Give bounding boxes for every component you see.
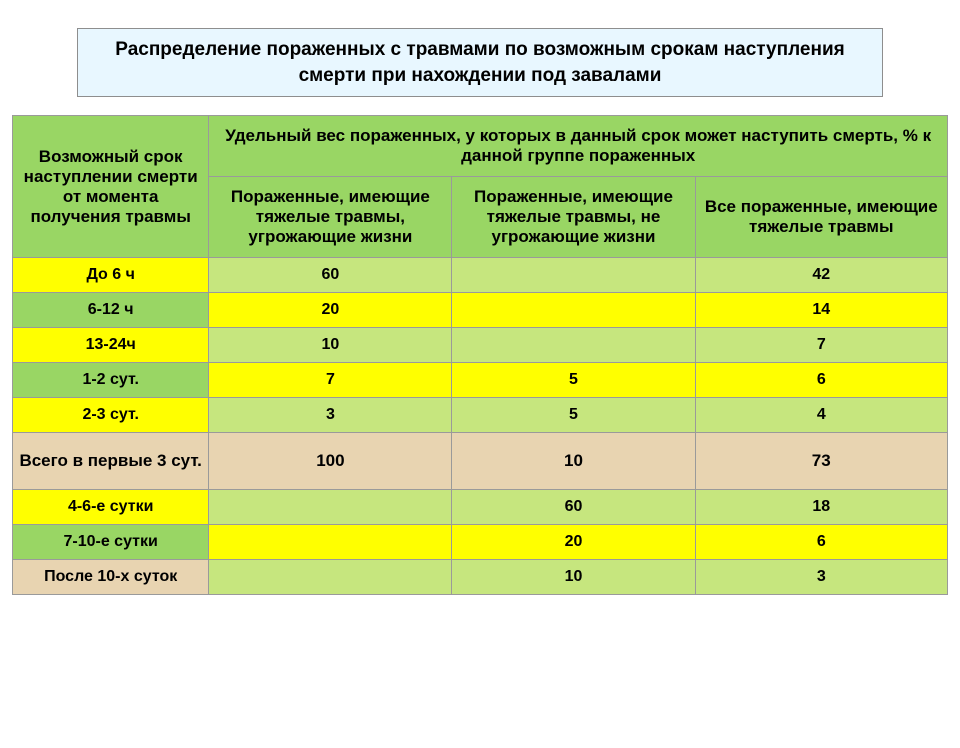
cell-c1: 20 (209, 293, 452, 328)
row-label: 7-10-е сутки (13, 525, 209, 560)
cell-c3: 14 (695, 293, 947, 328)
cell-c2: 5 (452, 363, 695, 398)
cell-c2: 10 (452, 433, 695, 490)
cell-c3: 7 (695, 328, 947, 363)
cell-c1: 7 (209, 363, 452, 398)
table-row: После 10-х суток 103 (13, 560, 948, 595)
header-group: Удельный вес пораженных, у которых в дан… (209, 116, 948, 177)
row-label: Всего в первые 3 сут. (13, 433, 209, 490)
cell-c1: 100 (209, 433, 452, 490)
cell-c2: 10 (452, 560, 695, 595)
cell-c2 (452, 328, 695, 363)
header-row-1: Возможный срок наступлении смерти от мом… (13, 116, 948, 177)
page-title: Распределение пораженных с травмами по в… (77, 28, 883, 97)
row-label: 2-3 сут. (13, 398, 209, 433)
cell-c2: 20 (452, 525, 695, 560)
cell-c1 (209, 525, 452, 560)
cell-c3: 6 (695, 363, 947, 398)
cell-c2 (452, 293, 695, 328)
cell-c1: 10 (209, 328, 452, 363)
cell-c3: 4 (695, 398, 947, 433)
row-label: 4-6-е сутки (13, 490, 209, 525)
table-row: 13-24ч10 7 (13, 328, 948, 363)
cell-c1 (209, 560, 452, 595)
table-row: 1-2 сут.756 (13, 363, 948, 398)
data-table: Возможный срок наступлении смерти от мом… (12, 115, 948, 595)
table-row: До 6 ч60 42 (13, 258, 948, 293)
cell-c3: 18 (695, 490, 947, 525)
cell-c3: 73 (695, 433, 947, 490)
table-row: 7-10-е сутки 206 (13, 525, 948, 560)
cell-c1: 3 (209, 398, 452, 433)
row-label: 1-2 сут. (13, 363, 209, 398)
cell-c2: 60 (452, 490, 695, 525)
cell-c2 (452, 258, 695, 293)
header-col0: Возможный срок наступлении смерти от мом… (13, 116, 209, 258)
row-label: 6-12 ч (13, 293, 209, 328)
row-label: После 10-х суток (13, 560, 209, 595)
cell-c3: 42 (695, 258, 947, 293)
cell-c3: 6 (695, 525, 947, 560)
header-col1: Пораженные, имеющие тяжелые травмы, угро… (209, 177, 452, 258)
cell-c3: 3 (695, 560, 947, 595)
table-row: 6-12 ч20 14 (13, 293, 948, 328)
table-row: Всего в первые 3 сут.1001073 (13, 433, 948, 490)
cell-c1 (209, 490, 452, 525)
row-label: До 6 ч (13, 258, 209, 293)
cell-c2: 5 (452, 398, 695, 433)
header-col2: Пораженные, имеющие тяжелые травмы, не у… (452, 177, 695, 258)
header-col3: Все пораженные, имеющие тяжелые травмы (695, 177, 947, 258)
table-row: 2-3 сут.354 (13, 398, 948, 433)
cell-c1: 60 (209, 258, 452, 293)
table-row: 4-6-е сутки 6018 (13, 490, 948, 525)
row-label: 13-24ч (13, 328, 209, 363)
